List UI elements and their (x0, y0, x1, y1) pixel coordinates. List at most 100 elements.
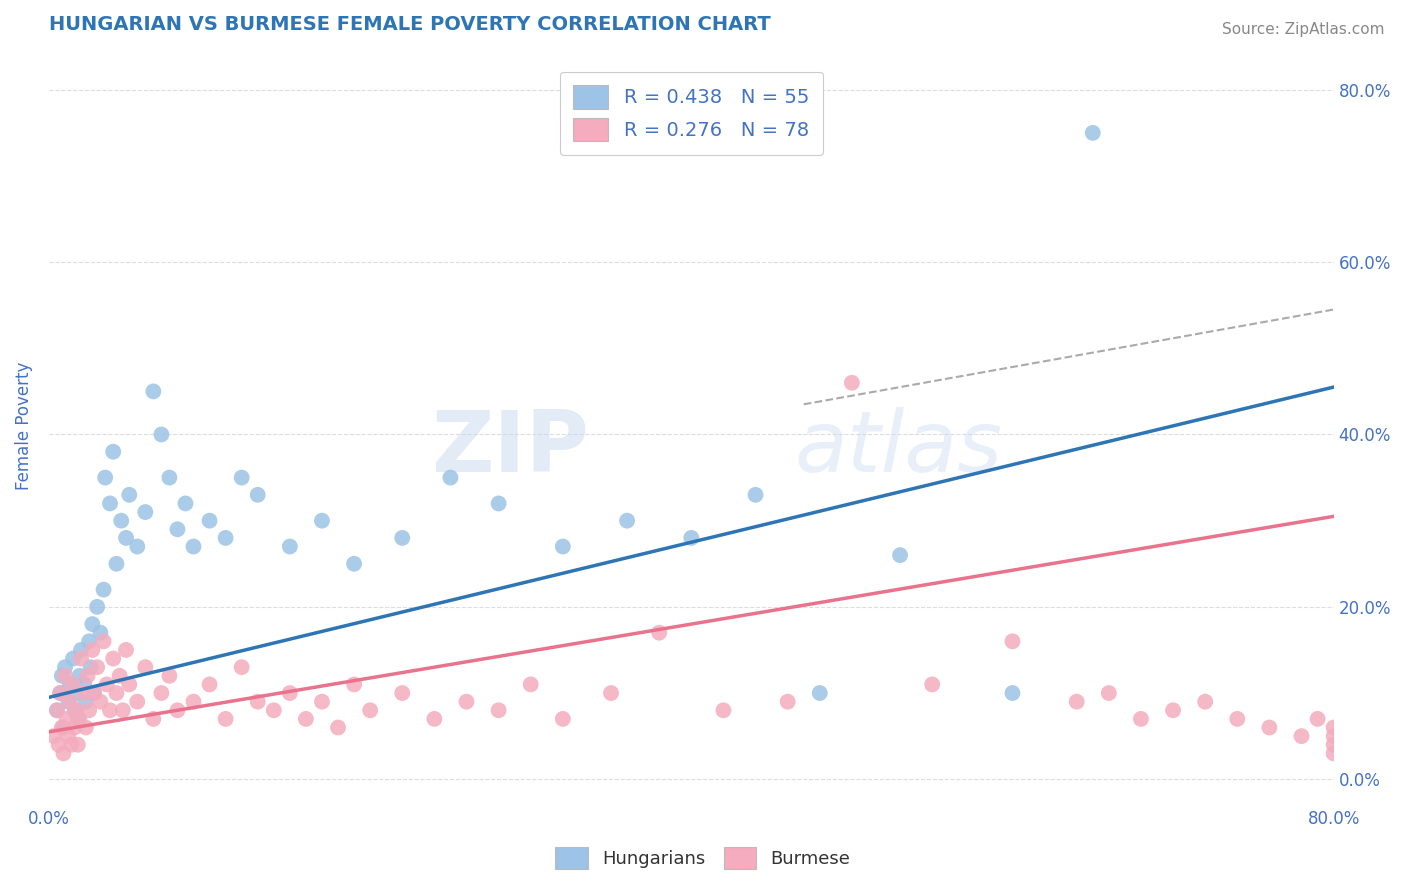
Point (142, 712, 165, 726)
Point (70, 651, 93, 665)
Point (1001, 634, 1024, 648)
Point (51, 721, 73, 735)
Point (214, 531, 236, 545)
Point (744, 488, 766, 502)
Point (391, 686, 413, 700)
Point (86, 599, 108, 614)
Point (83, 686, 105, 700)
Point (58, 695, 80, 709)
Point (105, 557, 128, 571)
Point (551, 712, 574, 726)
Point (73, 677, 96, 691)
Point (311, 514, 333, 528)
Point (76, 669, 98, 683)
Point (77, 634, 100, 648)
Point (648, 625, 671, 640)
Point (246, 488, 269, 502)
Point (111, 703, 134, 717)
Point (65, 703, 87, 717)
Point (311, 695, 333, 709)
Text: atlas: atlas (794, 407, 1002, 490)
Point (53, 660, 76, 674)
Point (231, 660, 253, 674)
Point (66, 712, 89, 726)
Point (278, 686, 301, 700)
Point (359, 703, 381, 717)
Point (921, 677, 943, 691)
Point (75, 721, 97, 735)
Point (77, 703, 100, 717)
Point (488, 703, 510, 717)
Point (343, 677, 366, 691)
Point (94, 470, 117, 484)
Point (246, 695, 269, 709)
Point (108, 669, 131, 683)
Point (439, 470, 461, 484)
Point (231, 470, 253, 484)
Point (63, 703, 86, 717)
Point (93, 582, 115, 597)
Point (150, 686, 173, 700)
Point (166, 522, 188, 536)
Point (214, 712, 236, 726)
Point (52, 747, 75, 761)
Point (82, 643, 104, 657)
Point (142, 384, 165, 399)
Point (343, 557, 366, 571)
Point (1001, 686, 1024, 700)
Text: HUNGARIAN VS BURMESE FEMALE POVERTY CORRELATION CHART: HUNGARIAN VS BURMESE FEMALE POVERTY CORR… (49, 15, 770, 34)
Point (1129, 712, 1152, 726)
Point (82, 617, 104, 632)
Point (70, 643, 93, 657)
Point (59, 677, 82, 691)
Point (58, 729, 80, 743)
Point (115, 643, 138, 657)
Point (1098, 686, 1121, 700)
Point (83, 686, 105, 700)
Point (103, 444, 125, 458)
Point (134, 660, 156, 674)
Point (174, 496, 197, 510)
Point (183, 695, 205, 709)
Point (1291, 729, 1313, 743)
Point (134, 505, 156, 519)
Point (166, 703, 188, 717)
Point (456, 695, 478, 709)
Point (326, 721, 349, 735)
Point (391, 531, 413, 545)
Point (42, 729, 65, 743)
Point (105, 686, 128, 700)
Point (127, 695, 149, 709)
Point (1081, 126, 1104, 140)
Point (49, 686, 72, 700)
Text: Source: ZipAtlas.com: Source: ZipAtlas.com (1222, 22, 1385, 37)
Point (889, 548, 911, 562)
Point (66, 738, 89, 752)
Y-axis label: Female Poverty: Female Poverty (15, 361, 32, 490)
Text: ZIP: ZIP (430, 407, 589, 490)
Point (198, 677, 221, 691)
Point (89, 625, 111, 640)
Point (53, 669, 76, 683)
Point (1226, 712, 1249, 726)
Point (841, 376, 863, 390)
Point (1066, 695, 1088, 709)
Point (198, 514, 221, 528)
Point (62, 677, 84, 691)
Point (89, 695, 111, 709)
Point (73, 686, 96, 700)
Point (51, 669, 73, 683)
Point (63, 721, 86, 735)
Point (52, 721, 75, 735)
Point (115, 531, 138, 545)
Point (551, 540, 574, 554)
Point (600, 686, 623, 700)
Legend: R = 0.438   N = 55, R = 0.276   N = 78: R = 0.438 N = 55, R = 0.276 N = 78 (560, 71, 823, 155)
Point (713, 703, 735, 717)
Point (60, 738, 83, 752)
Point (46, 703, 69, 717)
Point (263, 703, 285, 717)
Point (96, 677, 118, 691)
Point (86, 660, 108, 674)
Point (118, 677, 141, 691)
